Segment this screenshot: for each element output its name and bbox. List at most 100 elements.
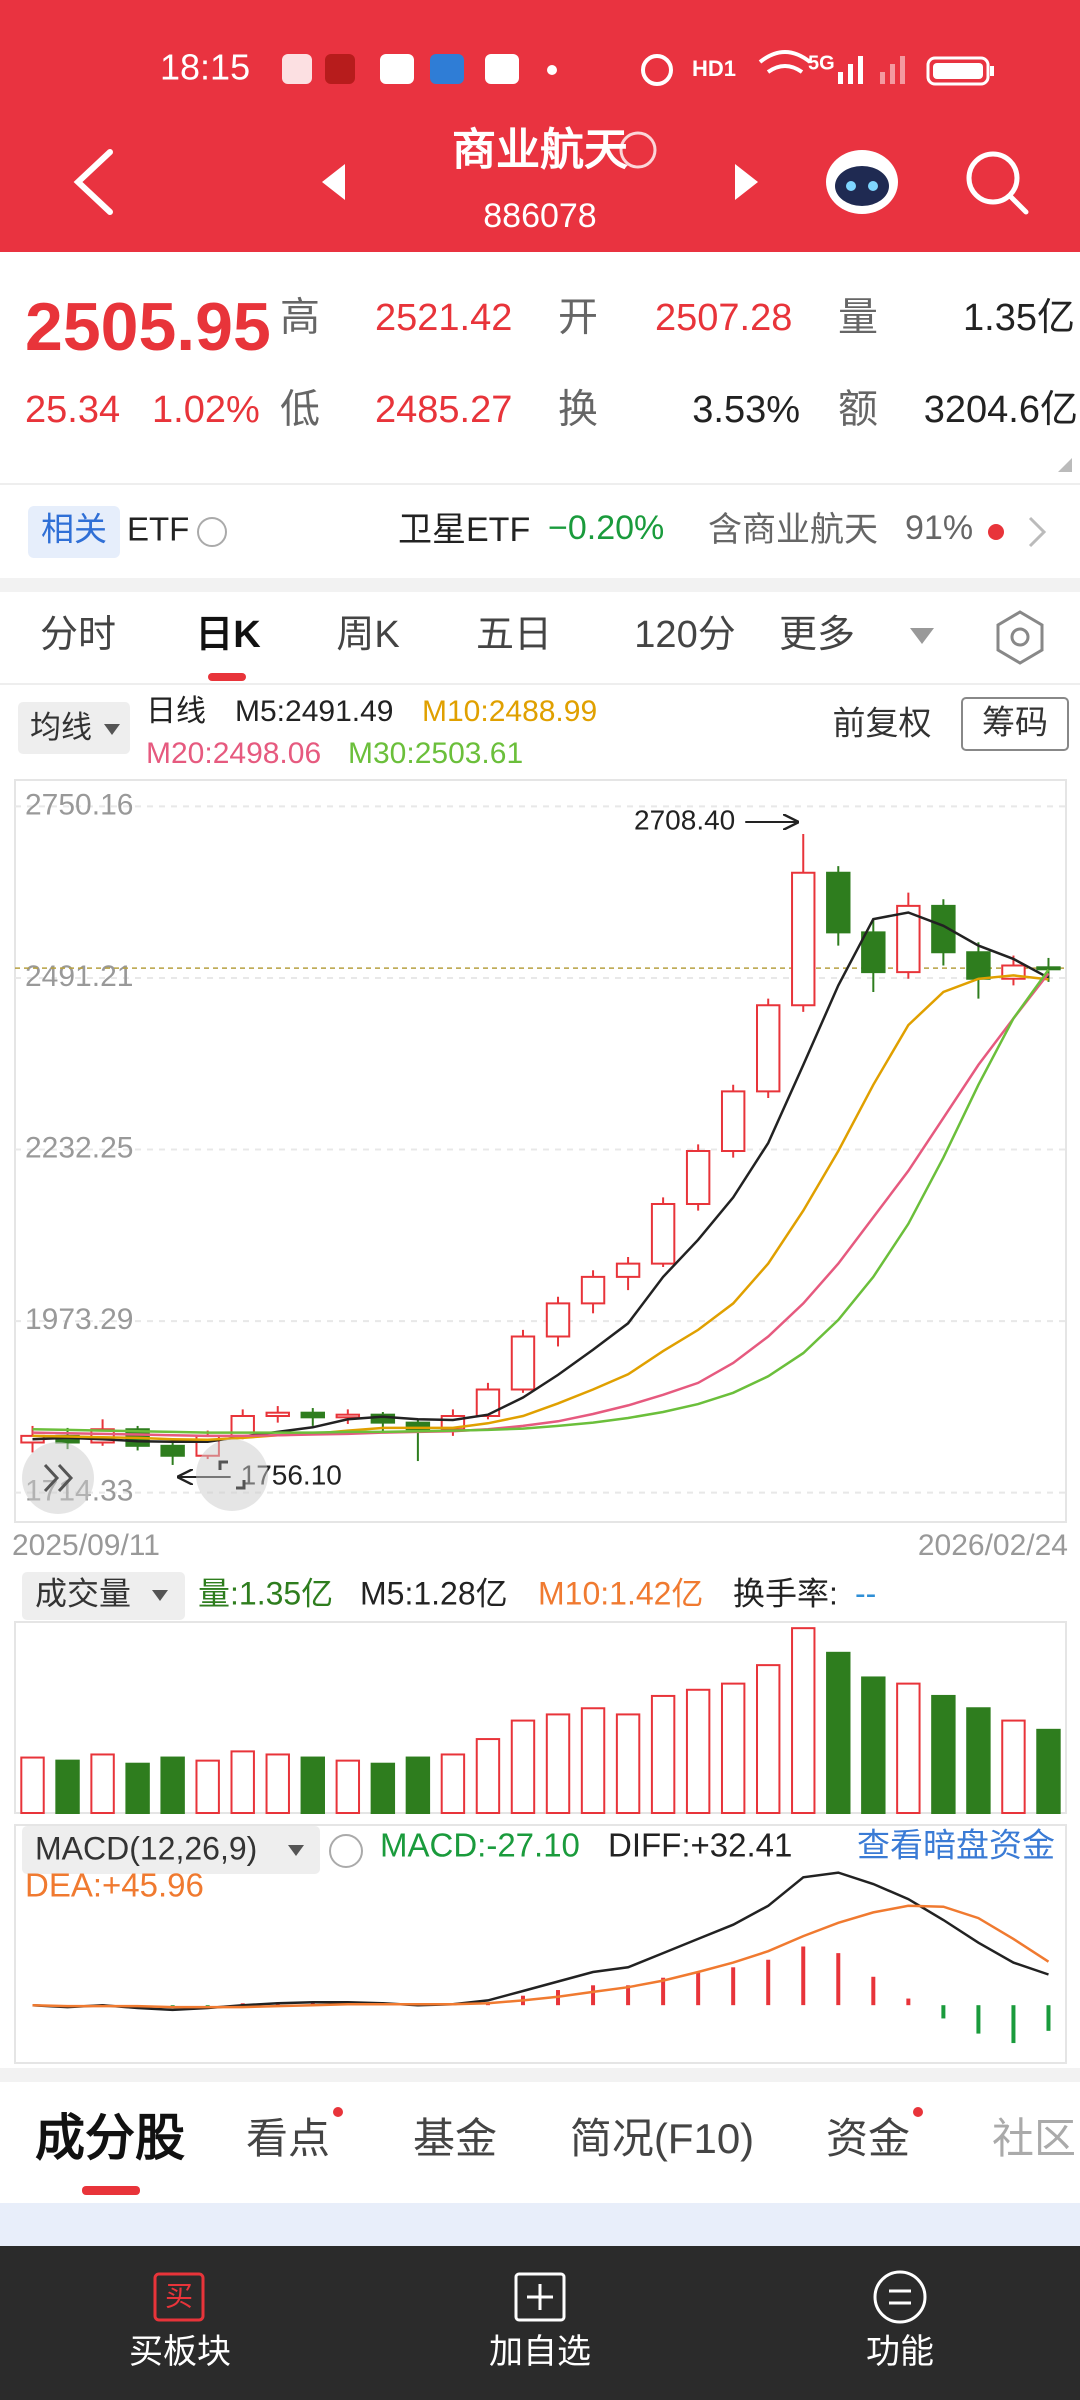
dropdown-arrow	[910, 628, 934, 644]
macd-menu[interactable]: MACD(12,26,9)	[35, 1830, 257, 1866]
back-button[interactable]	[73, 149, 113, 215]
content-tab[interactable]: 基金	[413, 2115, 497, 2162]
dea-value: DEA:+45.96	[25, 1867, 204, 1904]
price-change-pct: 1.02%	[152, 389, 260, 431]
period-tab-active[interactable]: 日K	[195, 614, 261, 656]
etf-name[interactable]: 卫星ETF	[398, 511, 530, 549]
volume-bar	[1001, 1719, 1026, 1815]
adjust-label[interactable]: 前复权	[833, 705, 932, 742]
ma-menu[interactable]: 均线	[30, 710, 92, 745]
content-tab[interactable]: 看点	[246, 2115, 330, 2162]
tab-underline	[208, 673, 246, 681]
field-value: 1.35亿	[963, 297, 1075, 339]
chips-button-bg[interactable]	[961, 697, 1069, 751]
volume-m10: M10:1.42亿	[538, 1575, 703, 1611]
volume-bar	[440, 1753, 466, 1815]
x-tick-label: 2026/02/24	[918, 1529, 1068, 1562]
status-icons	[282, 50, 994, 86]
candle-body	[405, 1421, 431, 1431]
sector-title: 商业航天	[452, 126, 628, 175]
volume-bar	[1036, 1728, 1061, 1815]
bottom-nav	[0, 2246, 1080, 2400]
volume-value: 量:1.35亿	[198, 1575, 333, 1611]
volume-bar	[861, 1676, 886, 1815]
help-icon[interactable]	[197, 517, 227, 547]
gap	[0, 578, 1080, 592]
volume-bar	[160, 1756, 185, 1814]
volume-bar	[370, 1762, 396, 1815]
volume-menu[interactable]: 成交量	[35, 1575, 131, 1611]
candle-body	[685, 1150, 711, 1205]
volume-bar	[650, 1694, 676, 1814]
x-tick-label: 2025/09/11	[12, 1529, 160, 1562]
indicator-menu-bg[interactable]	[22, 1572, 185, 1620]
period-tab[interactable]: 分时	[40, 614, 116, 656]
candle-body	[966, 951, 991, 980]
turnover-label: 换手率:	[733, 1575, 838, 1611]
last-price: 2505.95	[25, 289, 271, 365]
candle-body	[300, 1411, 325, 1419]
dea-line	[32, 1904, 1050, 2009]
info-icon[interactable]	[619, 131, 657, 169]
volume-frame	[14, 1621, 1067, 1814]
ma-legend: M10:2488.99	[422, 695, 597, 728]
content-tab[interactable]: 社区	[992, 2115, 1076, 2162]
prev-button[interactable]	[322, 164, 345, 200]
etf-change: −0.20%	[548, 509, 664, 547]
y-tick-label: 2232.25	[25, 1131, 133, 1164]
chevron[interactable]	[1028, 516, 1047, 548]
volume-bar	[475, 1738, 501, 1815]
volume-bar	[931, 1694, 956, 1814]
field-label: 量	[838, 296, 878, 340]
candle-body	[580, 1275, 606, 1305]
field-value: 3204.6亿	[924, 389, 1078, 431]
network-indicator: 5G	[808, 52, 835, 74]
field-value: 3.53%	[692, 389, 800, 431]
volume-bar	[826, 1651, 851, 1814]
alert-dot	[988, 524, 1004, 540]
candle-body	[896, 904, 921, 974]
nav-item[interactable]: 加自选	[489, 2333, 591, 2371]
nav-item[interactable]: 买板块	[129, 2333, 231, 2371]
add-icon[interactable]	[514, 2272, 566, 2322]
volume-bar	[90, 1753, 115, 1815]
turnover-value: --	[855, 1575, 876, 1611]
volume-m5: M5:1.28亿	[360, 1575, 508, 1611]
volume-bar	[545, 1713, 571, 1814]
dark-pool-link[interactable]: 查看暗盘资金	[857, 1827, 1055, 1864]
period-tab[interactable]: 五日	[476, 614, 552, 656]
period-label: 日线	[146, 695, 206, 728]
candle-body	[720, 1090, 746, 1152]
field-label: 开	[558, 296, 598, 340]
period-tab[interactable]: 周K	[336, 614, 399, 656]
chips-button[interactable]: 筹码	[982, 704, 1048, 741]
kline-plot: 2750.162491.212232.251973.291714.332708.…	[15, 788, 1066, 1508]
price-change: 25.34	[25, 389, 120, 431]
volume-bar	[335, 1759, 361, 1814]
nav-item[interactable]: 功能	[866, 2333, 934, 2371]
y-tick-label: 2491.21	[25, 960, 133, 993]
content-tab[interactable]: 简况(F10)	[570, 2115, 754, 2162]
fullscreen-button[interactable]	[196, 1439, 268, 1511]
content-tab[interactable]: 资金	[826, 2115, 910, 2162]
indicator-menu-bg[interactable]	[22, 1826, 320, 1874]
buy-icon[interactable]	[153, 2272, 205, 2322]
macd-frame	[14, 1824, 1067, 2064]
ma-menu-bg[interactable]	[18, 702, 130, 754]
settings-icon[interactable]	[996, 610, 1044, 665]
help-icon[interactable]	[329, 1834, 363, 1868]
volume-bar	[580, 1707, 606, 1814]
next-button[interactable]	[735, 164, 758, 200]
volume-bar	[265, 1753, 290, 1815]
volume-bar	[510, 1719, 536, 1815]
content-tab-active[interactable]: 成分股	[35, 2110, 185, 2166]
menu-icon[interactable]	[873, 2270, 927, 2324]
search-icon[interactable]	[966, 151, 1029, 215]
notice-strip	[0, 2203, 1080, 2246]
volume-bar	[230, 1750, 255, 1814]
assistant-icon[interactable]	[826, 150, 898, 214]
period-tab[interactable]: 更多	[779, 614, 855, 656]
period-tab[interactable]: 120分	[634, 614, 735, 656]
